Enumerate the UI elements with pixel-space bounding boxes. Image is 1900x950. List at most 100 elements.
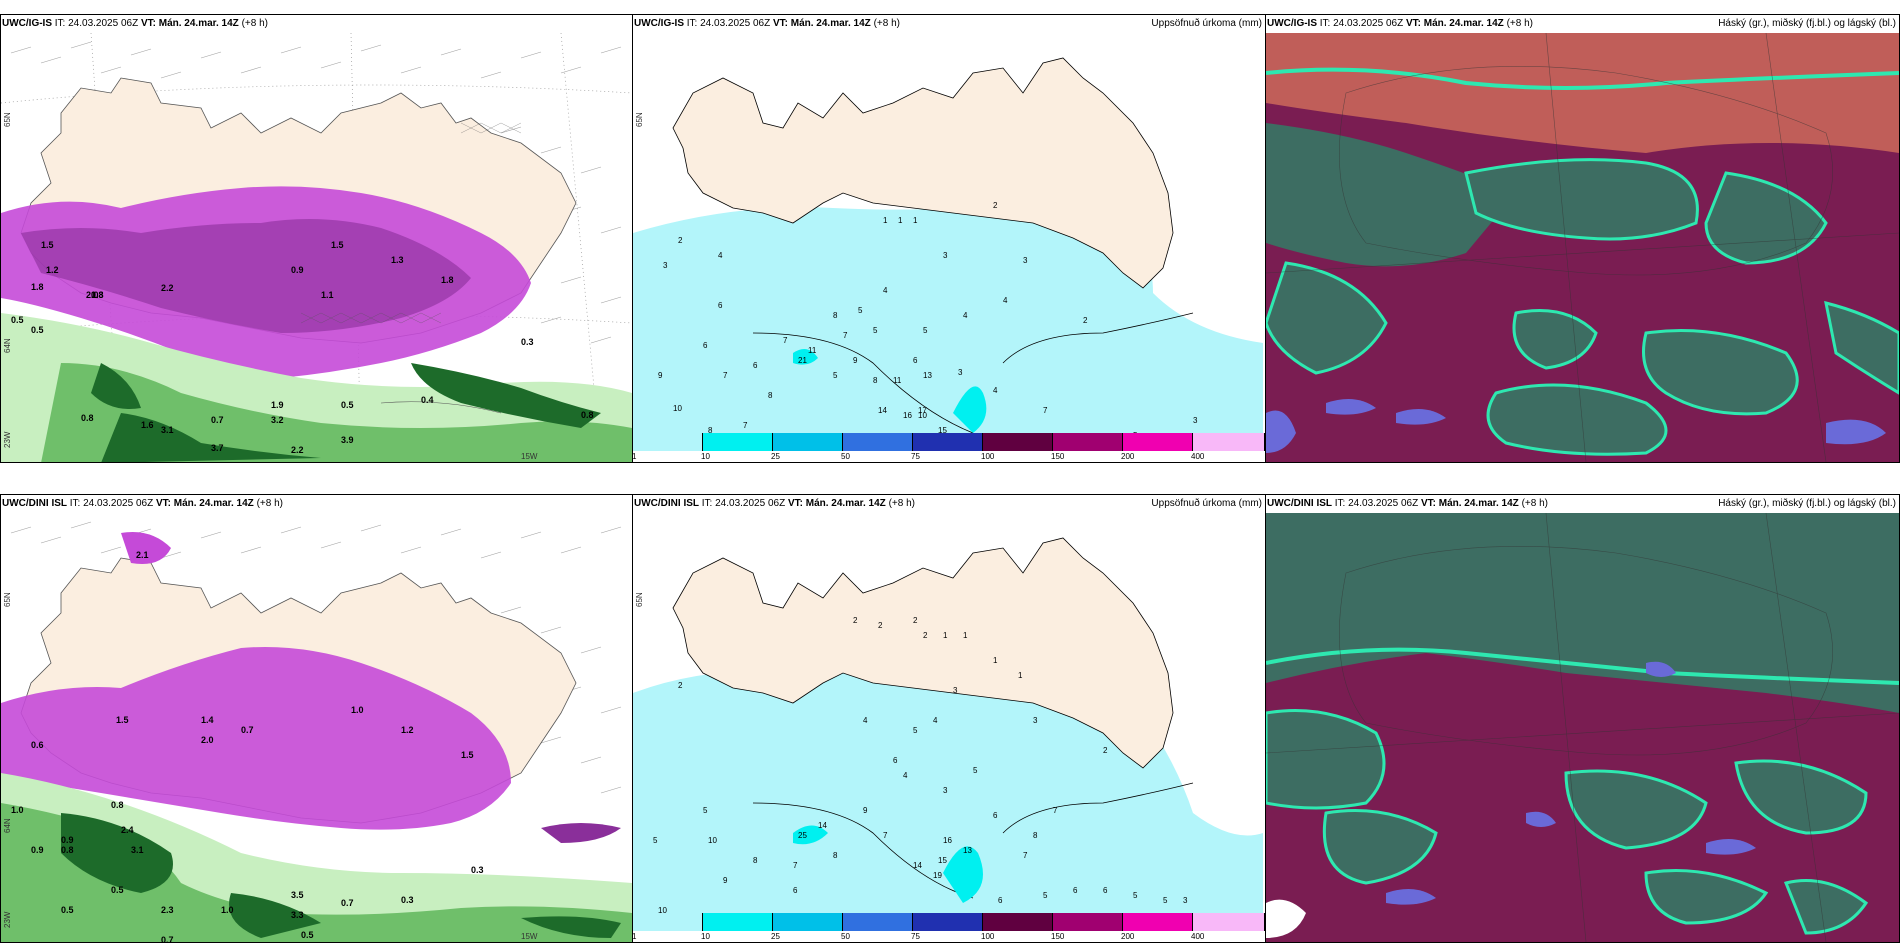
precip-legend <box>633 913 1265 931</box>
legend-swatch <box>1053 433 1123 451</box>
svg-text:5: 5 <box>923 326 928 335</box>
svg-text:1.0: 1.0 <box>221 905 234 915</box>
svg-text:5: 5 <box>833 371 838 380</box>
legend-swatch <box>703 433 773 451</box>
svg-text:3: 3 <box>958 368 963 377</box>
svg-text:1.5: 1.5 <box>461 750 474 760</box>
svg-text:0.7: 0.7 <box>161 935 174 943</box>
svg-text:0.8: 0.8 <box>61 845 74 855</box>
panel-wind-precip-bottom: UWC/DINI ISL IT: 24.03.2025 06Z VT: Mán.… <box>0 494 633 943</box>
panel-wind-precip-top: UWC/IG-IS IT: 24.03.2025 06Z VT: Mán. 24… <box>0 14 633 463</box>
panel-title: Uppsöfnuð úrkoma (mm) <box>1151 18 1262 29</box>
svg-text:15: 15 <box>938 856 947 865</box>
svg-text:0.5: 0.5 <box>341 400 354 410</box>
svg-text:11: 11 <box>893 376 902 385</box>
svg-text:10: 10 <box>708 836 717 845</box>
svg-text:6: 6 <box>1103 886 1108 895</box>
legend-tick: 50 <box>841 932 850 941</box>
svg-text:1.3: 1.3 <box>391 255 404 265</box>
svg-text:8: 8 <box>708 426 713 433</box>
svg-text:0.6: 0.6 <box>31 740 44 750</box>
svg-text:8: 8 <box>833 311 838 320</box>
legend-ticks: 1 10 25 50 75 100 150 200 400 <box>633 932 1265 942</box>
svg-text:8: 8 <box>1033 831 1038 840</box>
panel-header: UWC/DINI ISL IT: 24.03.2025 06Z VT: Mán.… <box>634 498 915 509</box>
legend-tick: 50 <box>841 452 850 461</box>
svg-text:1: 1 <box>963 631 968 640</box>
svg-text:6: 6 <box>913 356 918 365</box>
legend-swatch <box>773 433 843 451</box>
svg-text:1.2: 1.2 <box>46 265 59 275</box>
svg-text:9: 9 <box>863 806 868 815</box>
svg-text:9: 9 <box>658 371 663 380</box>
svg-text:0.9: 0.9 <box>31 845 44 855</box>
panel-header: UWC/DINI ISL IT: 24.03.2025 06Z VT: Mán.… <box>1267 498 1548 509</box>
svg-text:0.3: 0.3 <box>471 865 484 875</box>
svg-text:6: 6 <box>893 756 898 765</box>
svg-text:6: 6 <box>1073 886 1078 895</box>
panel-title: Háský (gr.), miðský (fj.bl.) og lágský (… <box>1718 18 1896 29</box>
svg-text:10: 10 <box>918 411 927 420</box>
svg-text:4: 4 <box>933 716 938 725</box>
lon-label: 15W <box>521 452 538 461</box>
legend-tick: 75 <box>911 452 920 461</box>
legend-tick: 25 <box>771 932 780 941</box>
lat-label: 65N <box>3 592 12 607</box>
svg-text:3: 3 <box>943 251 948 260</box>
svg-text:15: 15 <box>938 426 947 433</box>
svg-text:2: 2 <box>1103 746 1108 755</box>
legend-tick: 200 <box>1121 452 1135 461</box>
legend-tick: 10 <box>701 452 710 461</box>
svg-text:2.1: 2.1 <box>136 550 149 560</box>
svg-text:7: 7 <box>1043 406 1048 415</box>
svg-text:14: 14 <box>913 861 922 870</box>
svg-text:2: 2 <box>923 631 928 640</box>
panel-clouds-top: UWC/IG-IS IT: 24.03.2025 06Z VT: Mán. 24… <box>1265 14 1900 463</box>
legend-tick: 150 <box>1051 452 1065 461</box>
svg-text:0.7: 0.7 <box>241 725 254 735</box>
svg-text:8: 8 <box>833 851 838 860</box>
svg-text:0.7: 0.7 <box>341 898 354 908</box>
panel-clouds-bottom: UWC/DINI ISL IT: 24.03.2025 06Z VT: Mán.… <box>1265 494 1900 943</box>
svg-text:3.9: 3.9 <box>341 435 354 445</box>
svg-text:1.0: 1.0 <box>351 705 364 715</box>
svg-text:2.0: 2.0 <box>86 290 99 300</box>
svg-text:3: 3 <box>663 261 668 270</box>
svg-text:1.8: 1.8 <box>31 282 44 292</box>
legend-swatch <box>983 433 1053 451</box>
svg-text:0.8: 0.8 <box>91 290 104 300</box>
svg-text:5: 5 <box>873 326 878 335</box>
svg-text:13: 13 <box>923 371 932 380</box>
svg-text:0.8: 0.8 <box>81 413 94 423</box>
legend-swatch <box>633 913 703 931</box>
svg-text:1.6: 1.6 <box>141 420 154 430</box>
wind-precip-map: 1.51.21.8 0.80.50.5 0.81.32.0 2.23.13.7 … <box>1 33 632 462</box>
legend-swatch <box>843 433 913 451</box>
svg-text:2: 2 <box>1083 316 1088 325</box>
svg-text:21: 21 <box>798 356 807 365</box>
svg-text:14: 14 <box>878 406 887 415</box>
svg-text:8: 8 <box>753 856 758 865</box>
svg-text:5: 5 <box>973 766 978 775</box>
legend-swatch <box>1123 433 1193 451</box>
svg-text:0.3: 0.3 <box>521 337 534 347</box>
legend-tick: 25 <box>771 452 780 461</box>
svg-text:0.5: 0.5 <box>301 930 314 940</box>
panel-header: UWC/IG-IS IT: 24.03.2025 06Z VT: Mán. 24… <box>634 18 900 29</box>
svg-text:1: 1 <box>913 216 918 225</box>
svg-text:2: 2 <box>913 616 918 625</box>
svg-text:10: 10 <box>658 906 667 913</box>
svg-text:2.4: 2.4 <box>121 825 134 835</box>
svg-text:7: 7 <box>723 371 728 380</box>
svg-text:5: 5 <box>1043 891 1048 900</box>
legend-swatch <box>843 913 913 931</box>
wind-precip-map: 2.11.51.0 0.90.82.4 3.12.01.4 0.90.60.5 … <box>1 513 632 943</box>
svg-text:1: 1 <box>943 631 948 640</box>
svg-text:0.9: 0.9 <box>291 265 304 275</box>
svg-text:2: 2 <box>678 236 683 245</box>
lat-label: 65N <box>3 112 12 127</box>
svg-text:5: 5 <box>1133 891 1138 900</box>
legend-tick: 1 <box>632 452 637 461</box>
svg-text:7: 7 <box>743 421 748 430</box>
